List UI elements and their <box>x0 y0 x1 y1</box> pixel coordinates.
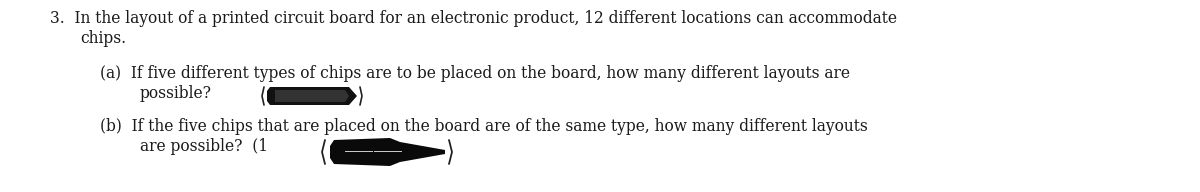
Text: are possible?  (1: are possible? (1 <box>140 138 268 155</box>
Polygon shape <box>275 90 349 102</box>
Text: chips.: chips. <box>80 30 126 47</box>
Polygon shape <box>266 87 358 105</box>
Text: (b)  If the five chips that are placed on the board are of the same type, how ma: (b) If the five chips that are placed on… <box>100 118 868 135</box>
Text: possible?: possible? <box>140 85 212 102</box>
Text: 3.  In the layout of a printed circuit board for an electronic product, 12 diffe: 3. In the layout of a printed circuit bo… <box>50 10 898 27</box>
Polygon shape <box>330 138 445 166</box>
Text: (a)  If five different types of chips are to be placed on the board, how many di: (a) If five different types of chips are… <box>100 65 850 82</box>
